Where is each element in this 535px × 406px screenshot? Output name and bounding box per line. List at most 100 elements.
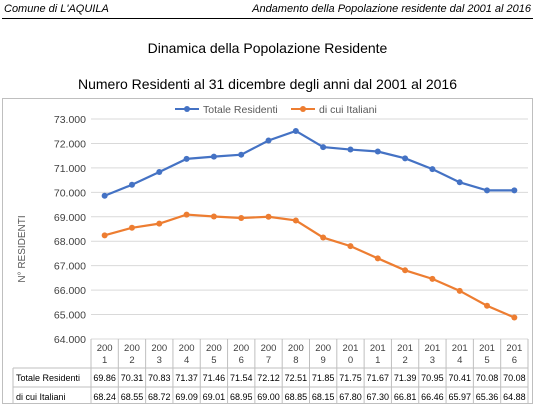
legend-marker-1	[300, 106, 306, 112]
data-point	[128, 181, 135, 188]
table-cell-value: 71.39	[394, 373, 417, 383]
x-tick-label-line1: 200	[179, 343, 195, 354]
data-point	[429, 166, 436, 173]
table-cell-value: 67.80	[339, 392, 362, 402]
data-point	[320, 144, 327, 151]
table-cell-value: 69.09	[175, 392, 198, 402]
data-point	[210, 213, 217, 220]
legend-marker-0	[184, 106, 190, 112]
data-point	[101, 232, 108, 239]
chart-frame: Totale Residenti di cui Italiani 64.000 65.…	[2, 98, 533, 404]
header-right-text: Andamento della Popolazione residente da…	[252, 3, 531, 15]
data-point	[484, 187, 491, 194]
data-point	[402, 267, 409, 274]
series-line-1	[104, 213, 515, 319]
data-point	[347, 146, 354, 153]
data-point	[347, 243, 354, 250]
table-cell-value: 69.00	[257, 392, 280, 402]
x-tick-label-line1: 200	[97, 343, 113, 354]
y-tick-label: 67.000	[54, 261, 86, 273]
x-tick-label-line2: 9	[321, 355, 326, 366]
x-tick-label-line2: 6	[512, 355, 517, 366]
x-tick-label-line1: 200	[315, 343, 331, 354]
x-tick-label-line2: 3	[430, 355, 435, 366]
table-cell-value: 65.36	[476, 392, 499, 402]
data-point	[156, 169, 163, 176]
x-tick-label-line2: 0	[348, 355, 353, 366]
table-cell-value: 70.08	[476, 373, 499, 383]
y-tick-label: 71.000	[54, 163, 86, 175]
table-row-header: di cui Italiani	[16, 392, 66, 402]
table-cell-value: 72.51	[285, 373, 308, 383]
x-tick-label-line2: 5	[484, 355, 489, 366]
table-cell-value: 68.55	[121, 392, 144, 402]
x-tick-label-line2: 7	[266, 355, 271, 366]
x-tick-label-line1: 201	[343, 343, 359, 354]
y-axis-label: N° RESIDENTI	[17, 215, 28, 282]
series-line-0	[104, 129, 515, 197]
table-cell-value: 71.54	[230, 373, 253, 383]
data-point	[484, 302, 491, 309]
x-tick-label-line2: 5	[211, 355, 216, 366]
x-tick-label-line1: 201	[506, 343, 522, 354]
x-tick-label-line1: 200	[288, 343, 304, 354]
table-cell-value: 68.85	[285, 392, 308, 402]
data-point	[101, 192, 108, 199]
table-cell-value: 69.86	[93, 373, 116, 383]
table-cell-value: 68.24	[93, 392, 116, 402]
chart-subtitle: Numero Residenti al 31 dicembre degli an…	[77, 76, 458, 92]
y-tick-label: 66.000	[54, 285, 86, 297]
x-tick-label-line2: 8	[293, 355, 298, 366]
x-tick-label-line1: 200	[233, 343, 249, 354]
data-point	[402, 155, 409, 162]
x-tick-label-line2: 3	[157, 355, 162, 366]
x-tick-label-line2: 1	[102, 355, 107, 366]
x-tick-label-line1: 200	[124, 343, 140, 354]
data-point	[511, 314, 518, 321]
data-point	[238, 151, 245, 158]
table-cell-value: 71.85	[312, 373, 335, 383]
table-cell-value: 68.95	[230, 392, 253, 402]
table-cell-value: 71.75	[339, 373, 362, 383]
table-cell-value: 66.46	[421, 392, 444, 402]
table-cell-value: 70.83	[148, 373, 171, 383]
data-point	[265, 137, 272, 144]
y-tick-label: 72.000	[54, 138, 86, 150]
data-point	[128, 224, 135, 231]
table-cell-value: 68.72	[148, 392, 171, 402]
data-point	[238, 215, 245, 221]
data-point	[456, 287, 463, 294]
y-tick-label: 69.000	[54, 212, 86, 224]
data-point	[320, 234, 327, 241]
data-point	[156, 220, 163, 227]
legend-label-1: di cui Italiani	[319, 104, 377, 116]
table-cell-value: 71.46	[203, 373, 226, 383]
data-point	[374, 255, 381, 262]
data-point	[456, 179, 463, 186]
x-tick-label-line1: 201	[424, 343, 440, 354]
data-point	[429, 275, 436, 282]
y-tick-label: 65.000	[54, 310, 86, 322]
x-tick-label-line2: 4	[457, 355, 462, 366]
x-tick-label-line2: 2	[129, 355, 134, 366]
x-tick-label-line1: 201	[452, 343, 468, 354]
y-tick-label: 68.000	[54, 236, 86, 248]
x-tick-label-line1: 200	[206, 343, 222, 354]
table-cell-value: 70.95	[421, 373, 444, 383]
table-cell-value: 66.81	[394, 392, 417, 402]
table-row-header: Totale Residenti	[16, 373, 80, 383]
header-left-text: Comune di L'AQUILA	[4, 3, 109, 15]
table-cell-value: 68.15	[312, 392, 335, 402]
table-cell-value: 65.97	[448, 392, 471, 402]
table-cell-value: 71.67	[367, 373, 390, 383]
table-cell-value: 72.12	[257, 373, 280, 383]
table-cell-value: 70.31	[121, 373, 144, 383]
data-point	[292, 217, 299, 224]
legend-label-0: Totale Residenti	[203, 104, 278, 116]
page-header: Comune di L'AQUILA Andamento della Popol…	[4, 1, 531, 18]
chart-title: Dinamica della Popolazione Residente	[147, 40, 388, 56]
x-tick-label-line1: 201	[479, 343, 495, 354]
data-point	[511, 187, 518, 194]
data-point	[183, 211, 190, 218]
data-point	[183, 155, 190, 162]
